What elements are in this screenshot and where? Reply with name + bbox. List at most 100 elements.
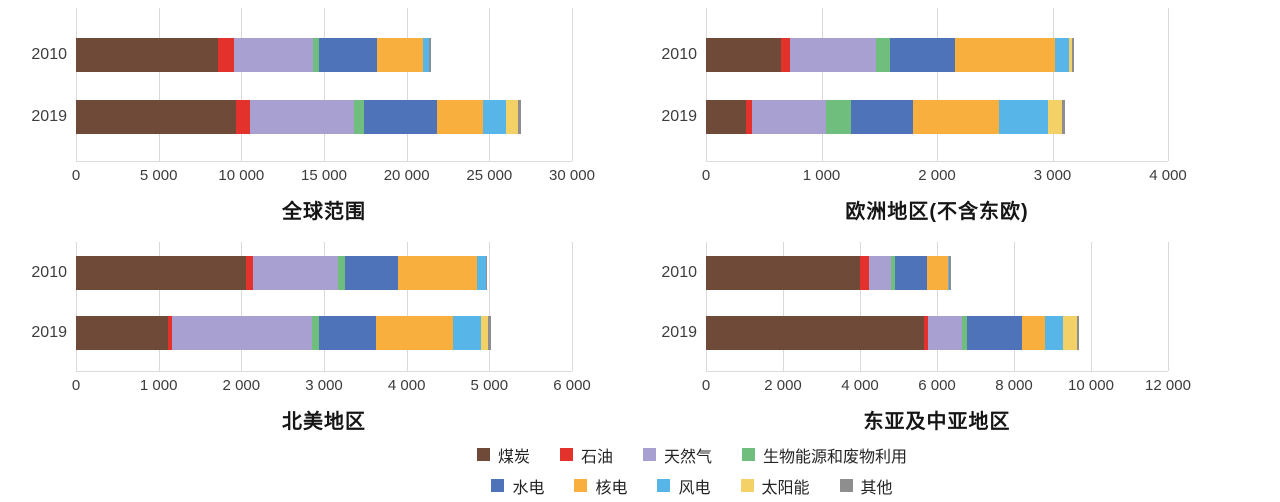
- legend-label: 煤炭: [497, 448, 530, 466]
- category-labels: 2010 2019: [24, 0, 76, 162]
- bar-segment-水电: [364, 100, 437, 134]
- bar-segment-煤炭: [706, 100, 747, 134]
- legend-row-2: 水电 核电 风电 太阳能 其他: [491, 474, 893, 498]
- gridline: [937, 8, 938, 161]
- gridline: [241, 242, 243, 371]
- gridline: [406, 8, 408, 161]
- axis-tick-label: 6 000: [553, 377, 591, 394]
- legend-item-天然气: 天然气: [643, 443, 712, 467]
- chart-title-row: 全球范围: [24, 188, 572, 224]
- bar-segment-水电: [850, 100, 913, 134]
- legend-swatch-石油: [559, 448, 573, 461]
- bar-segment-天然气: [172, 316, 312, 350]
- gridline: [782, 242, 784, 371]
- gridline: [489, 242, 491, 371]
- year-label: 2019: [31, 324, 67, 341]
- bar-segment-风电: [483, 100, 507, 134]
- legend-swatch-水电: [491, 479, 505, 492]
- bar-segment-煤炭: [76, 38, 219, 72]
- bar-segment-石油: [167, 316, 173, 350]
- bar-segment-水电: [318, 316, 376, 350]
- bar-segment-核电: [955, 38, 1056, 72]
- charts-grid: 2010 2019 0 5 000 10 000 15 000 20 000 25 000 30…: [24, 0, 1280, 434]
- bar-segment-生物能源和废物利用: [354, 100, 365, 134]
- gridline: [1091, 242, 1092, 371]
- bar-segment-水电: [889, 38, 956, 72]
- legend-swatch-风电: [657, 479, 671, 492]
- axis-ticks: 0 1 000 2 000 3 000 4 000 5 000 6 000: [72, 372, 591, 398]
- legend-item-太阳能: 太阳能: [740, 474, 810, 498]
- bar-segment-天然气: [752, 100, 827, 134]
- bar-segment-石油: [236, 100, 251, 134]
- gridline: [158, 242, 160, 371]
- legend-item-生物能源和废物利用: 生物能源和废物利用: [742, 443, 907, 467]
- bar-segment-天然气: [790, 38, 876, 72]
- gridline: [706, 242, 707, 371]
- legend-label: 生物能源和废物利用: [763, 448, 908, 466]
- x-axis: 0 5 000 10 000 15 000 20 000 25 000 30 000: [24, 162, 595, 188]
- bar-segment-核电: [436, 100, 484, 134]
- bar-segment-生物能源和废物利用: [961, 316, 967, 350]
- legend-swatch-天然气: [643, 448, 656, 461]
- axis-spacer: [24, 162, 76, 188]
- bar-segment-核电: [375, 316, 454, 350]
- gridline: [1013, 242, 1015, 371]
- legend-swatch-太阳能: [740, 479, 754, 492]
- bar-segment-石油: [246, 256, 253, 290]
- bar-segment-石油: [924, 316, 928, 350]
- axis-tick-label: 15 000: [301, 167, 347, 184]
- legend-swatch-其他: [839, 479, 853, 492]
- chart-europe: 2010 2019 0 1 000 2 000 3 000 4 000 欧洲地区(不含东欧): [640, 0, 1280, 240]
- bar-segment-核电: [398, 256, 478, 290]
- axis-spacer: [656, 372, 706, 398]
- gridline: [324, 8, 325, 161]
- bar-segment-风电: [947, 256, 949, 290]
- legend-item-水电: 水电: [491, 474, 544, 498]
- axis-tick-label: 1 000: [139, 377, 178, 394]
- legend-label: 石油: [580, 448, 613, 466]
- x-axis: 0 1 000 2 000 3 000 4 000: [656, 162, 1187, 188]
- axis-tick-label: 2 000: [222, 377, 261, 394]
- axis-tick-label: 25 000: [466, 167, 513, 184]
- category-labels: 2010 2019: [656, 0, 706, 162]
- bar-segment-煤炭: [76, 316, 168, 350]
- stacked-bar-2019: [706, 316, 1168, 350]
- axis-tick-label: 10 000: [1068, 377, 1114, 394]
- legend-item-核电: 核电: [574, 474, 627, 498]
- legend-label: 天然气: [664, 448, 713, 466]
- bar-segment-煤炭: [76, 256, 247, 290]
- axis-tick-label: 6 000: [918, 377, 956, 394]
- bar-segment-风电: [477, 256, 486, 290]
- gridline: [489, 8, 491, 161]
- legend-swatch-生物能源和废物利用: [742, 448, 756, 461]
- title-spacer: [24, 398, 76, 434]
- chart-body: 2010 2019: [24, 240, 573, 372]
- bar-segment-水电: [966, 316, 1022, 350]
- chart-title-row: 东亚及中亚地区: [656, 398, 1168, 434]
- legend-row-1: 煤炭 石油 天然气 生物能源和废物利用: [476, 443, 907, 467]
- gridline: [76, 242, 77, 371]
- bar-segment-水电: [894, 256, 927, 290]
- bar-segment-生物能源和废物利用: [311, 316, 319, 350]
- bar-segment-太阳能: [1062, 316, 1077, 350]
- category-labels: 2010 2019: [24, 240, 76, 372]
- chart-body: 2010 2019: [656, 240, 1169, 372]
- bar-segment-其他: [517, 100, 522, 134]
- axis-tick-label: 12 000: [1145, 377, 1191, 394]
- bar-segment-核电: [912, 100, 1000, 134]
- title-spacer: [24, 188, 76, 224]
- axis-tick-label: 5 000: [139, 167, 178, 184]
- bar-segment-核电: [926, 256, 948, 290]
- year-label: 2019: [661, 108, 697, 125]
- legend-label: 水电: [512, 479, 545, 497]
- bar-segment-天然气: [252, 256, 339, 290]
- legend-item-煤炭: 煤炭: [476, 443, 530, 467]
- axis-spacer: [656, 162, 706, 188]
- bar-segment-风电: [453, 316, 482, 350]
- legend-label: 其他: [860, 479, 893, 497]
- legend-label: 风电: [678, 479, 711, 497]
- bar-segment-水电: [345, 256, 399, 290]
- bar-segment-风电: [1055, 38, 1070, 72]
- legend-item-风电: 风电: [657, 474, 711, 498]
